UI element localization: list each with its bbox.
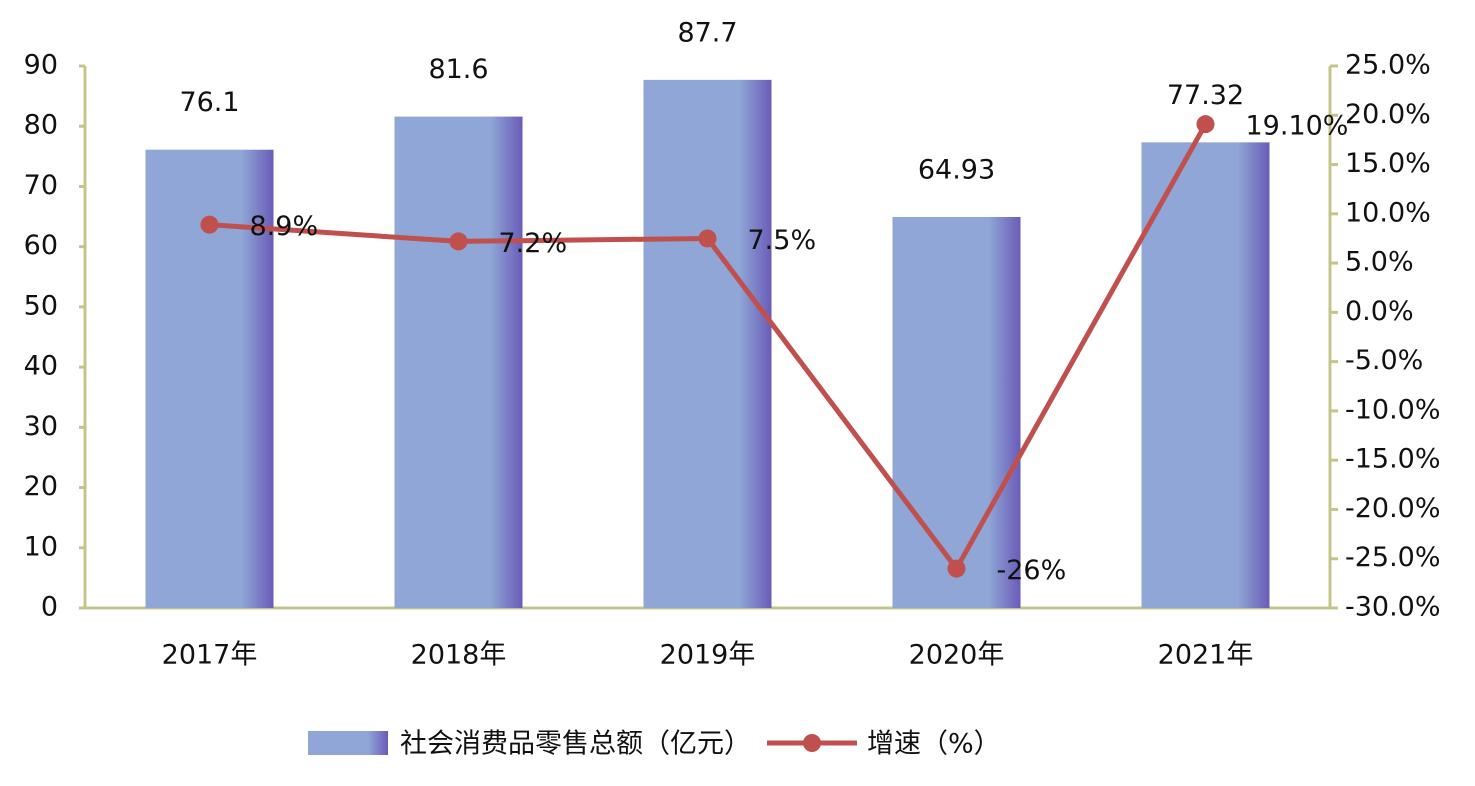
bar	[1141, 142, 1270, 609]
legend-marker	[803, 734, 821, 752]
line-value-label: -26%	[997, 555, 1067, 586]
y-tick-label: 20	[24, 471, 58, 502]
y2-tick-label: -5.0%	[1345, 345, 1423, 376]
bar-value-label: 81.6	[428, 54, 488, 85]
y-tick-label: 50	[24, 290, 58, 321]
y-tick-label: 90	[24, 50, 58, 81]
y2-tick-label: 15.0%	[1345, 148, 1431, 179]
y2-tick-label: -30.0%	[1345, 592, 1441, 623]
bar-value-label: 64.93	[918, 154, 995, 185]
y-tick-label: 0	[41, 592, 58, 623]
bar	[643, 79, 772, 608]
y2-tick-label: 25.0%	[1345, 50, 1431, 81]
y2-tick-label: -25.0%	[1345, 542, 1441, 573]
y2-tick-label: 10.0%	[1345, 197, 1431, 228]
bar-value-label: 76.1	[179, 87, 239, 118]
y-tick-label: 60	[24, 230, 58, 261]
y2-tick-label: -20.0%	[1345, 493, 1441, 524]
legend-label: 增速（%）	[867, 729, 1001, 760]
line-marker	[200, 215, 219, 234]
bar-value-label: 87.7	[677, 17, 737, 48]
y-tick-label: 70	[24, 170, 58, 201]
bar	[394, 116, 523, 608]
y2-tick-label: 5.0%	[1345, 247, 1414, 278]
y2-tick-label: 20.0%	[1345, 99, 1431, 130]
x-tick-label: 2020年	[909, 640, 1005, 671]
line-value-label: 7.2%	[499, 228, 568, 259]
x-tick-label: 2017年	[162, 640, 258, 671]
line-marker	[698, 229, 717, 248]
line-value-label: 7.5%	[748, 225, 817, 256]
line-marker	[947, 559, 966, 578]
bar	[892, 216, 1021, 608]
y-tick-label: 80	[24, 110, 58, 141]
y2-tick-label: -10.0%	[1345, 394, 1441, 425]
legend-swatch	[308, 731, 388, 755]
y2-tick-label: -15.0%	[1345, 444, 1441, 475]
legend-label: 社会消费品零售总额（亿元）	[400, 729, 751, 760]
x-tick-label: 2021年	[1158, 640, 1254, 671]
line-value-label: 19.10%	[1246, 111, 1349, 142]
line-marker	[449, 232, 468, 251]
line-value-label: 8.9%	[250, 211, 319, 242]
y-tick-label: 40	[24, 351, 58, 382]
y-tick-label: 30	[24, 411, 58, 442]
y2-tick-label: 0.0%	[1345, 296, 1414, 327]
line-marker	[1196, 115, 1215, 134]
y-tick-label: 10	[24, 531, 58, 562]
x-tick-label: 2019年	[660, 640, 756, 671]
x-tick-label: 2018年	[411, 640, 507, 671]
bar-value-label: 77.32	[1167, 80, 1244, 111]
